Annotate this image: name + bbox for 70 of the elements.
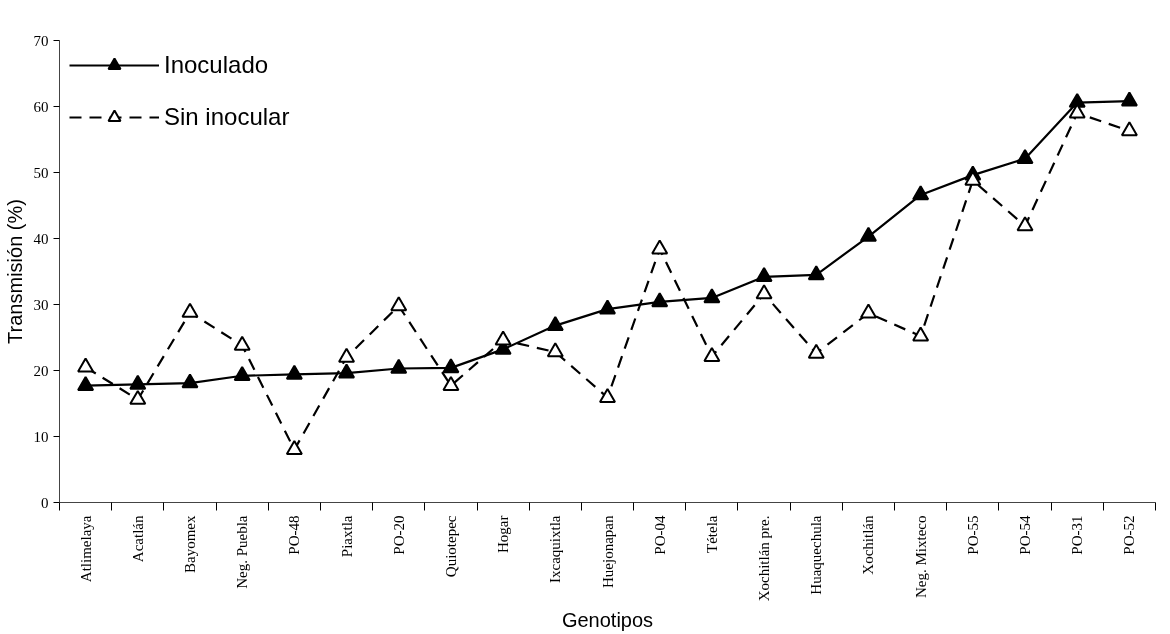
point <box>233 366 251 382</box>
x-tick-label: PO-04 <box>651 515 668 555</box>
x-tick-label: Hogar <box>495 515 512 553</box>
x-tick-label: Atlimelaya <box>77 515 94 583</box>
x-tick-label: Tétela <box>703 515 720 553</box>
point <box>1016 148 1034 164</box>
point <box>129 389 147 405</box>
point <box>546 315 564 331</box>
y-tick-label: 60 <box>33 98 49 115</box>
x-tick-label: Ixcaquixtla <box>547 515 564 583</box>
point <box>494 330 512 346</box>
y-tick-label: 50 <box>33 164 49 181</box>
point <box>755 284 773 300</box>
point <box>129 374 147 390</box>
point <box>338 363 356 379</box>
point <box>599 299 616 315</box>
point <box>859 303 877 319</box>
point <box>807 343 825 359</box>
point <box>442 376 460 392</box>
point <box>338 347 356 363</box>
x-tick-label: Huaquechula <box>808 515 825 595</box>
x-tick-label: Xochitlán <box>860 515 877 575</box>
x-tick-label: PO-55 <box>964 515 981 555</box>
x-axis-title: Genotipos <box>561 609 654 632</box>
point <box>181 373 199 389</box>
x-tick-label: Huejonapan <box>599 515 616 588</box>
point <box>703 288 721 304</box>
x-tick-label: Neg. Mixteco <box>912 515 929 598</box>
y-tick-label: 40 <box>33 230 49 247</box>
point <box>77 376 95 392</box>
point <box>651 239 669 255</box>
point <box>912 185 930 201</box>
x-tick-label: Neg. Puebla <box>234 515 251 589</box>
y-tick-label: 20 <box>33 362 49 379</box>
point <box>912 326 930 342</box>
x-tick-label: Quiotepec <box>442 515 459 578</box>
point <box>599 387 616 403</box>
x-tick-label: PO-20 <box>390 515 407 555</box>
point <box>703 346 721 362</box>
legend-label: Inoculado <box>164 51 269 79</box>
point <box>285 364 303 380</box>
point <box>546 342 564 358</box>
point <box>807 265 825 281</box>
x-tick-label: Xochitlán pre. <box>756 515 773 602</box>
point <box>1120 91 1138 107</box>
point <box>755 267 773 283</box>
point <box>390 296 408 312</box>
y-tick-label: 70 <box>33 32 49 49</box>
x-tick-label: PO-54 <box>1017 515 1034 555</box>
point <box>390 358 408 374</box>
point <box>233 335 251 351</box>
y-tick-label: 30 <box>33 296 49 313</box>
point <box>1016 216 1034 232</box>
x-tick-label: Bayomex <box>181 515 198 573</box>
x-tick-label: Piaxtla <box>338 515 355 558</box>
x-tick-label: PO-31 <box>1069 515 1086 555</box>
point <box>859 226 877 242</box>
y-axis-title: Transmisión (%) <box>3 199 26 344</box>
point <box>77 357 95 373</box>
point <box>285 440 303 456</box>
point <box>181 302 199 318</box>
point <box>651 292 669 308</box>
x-tick-label: Acatlán <box>129 515 146 563</box>
y-tick-label: 0 <box>41 494 49 511</box>
x-tick-label: PO-48 <box>286 515 303 555</box>
legend-label: Sin inocular <box>164 103 290 131</box>
point <box>442 358 460 374</box>
point <box>1120 121 1138 137</box>
y-tick-label: 10 <box>33 428 49 445</box>
x-tick-label: PO-52 <box>1121 515 1138 555</box>
